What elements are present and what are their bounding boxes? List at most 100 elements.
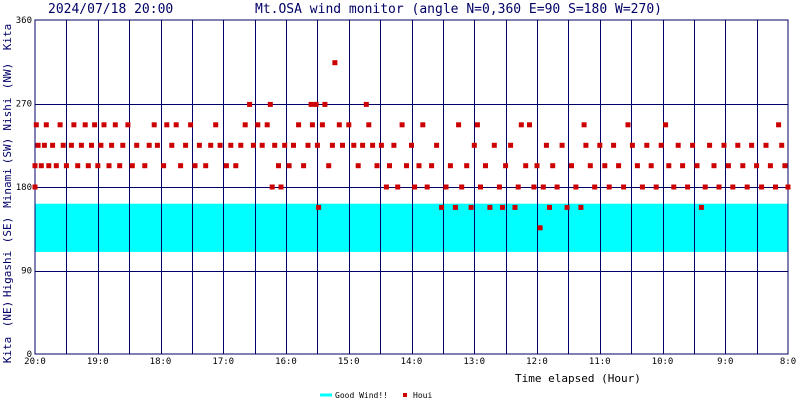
houi-point <box>785 184 791 190</box>
houi-point <box>409 142 414 148</box>
houi-point <box>439 204 445 210</box>
houi-point <box>754 163 760 169</box>
houi-point <box>151 122 157 128</box>
houi-point <box>658 142 664 148</box>
houi-point <box>478 184 483 190</box>
houi-point <box>250 142 256 148</box>
houi-point <box>773 184 778 190</box>
houi-point <box>491 142 497 148</box>
houi-point <box>515 184 521 190</box>
houi-point <box>634 163 640 169</box>
houi-point <box>60 142 66 148</box>
houi-point <box>276 163 281 169</box>
houi-point <box>286 163 292 169</box>
houi-point <box>716 184 722 190</box>
houi-point <box>196 142 202 148</box>
houi-point <box>120 142 126 148</box>
houi-point <box>329 142 335 148</box>
houi-point <box>351 142 357 148</box>
x-tick-label: 17:0 <box>212 357 234 367</box>
y-tick-label: 180 <box>16 183 32 193</box>
houi-point <box>173 122 179 128</box>
houi-point <box>540 184 546 190</box>
houi-point <box>78 142 84 148</box>
houi-point <box>547 204 552 210</box>
houi-point <box>82 122 88 128</box>
houi-point <box>68 142 74 148</box>
houi-point <box>702 184 708 190</box>
chart-title: Mt.OSA wind monitor (angle N=0,360 E=90 … <box>255 2 662 17</box>
houi-point <box>735 142 741 148</box>
houi-point <box>559 142 565 148</box>
houi-point <box>429 163 435 169</box>
houi-point <box>363 101 369 107</box>
houi-point <box>578 204 584 210</box>
houi-point <box>33 122 39 128</box>
houi-point <box>188 122 194 128</box>
houi-point <box>192 163 198 169</box>
legend-good-wind-label: Good Wind!! <box>335 391 388 400</box>
houi-point <box>763 142 769 148</box>
houi-point <box>322 101 328 107</box>
houi-point <box>653 184 659 190</box>
houi-point <box>291 142 296 148</box>
houi-point <box>749 142 755 148</box>
houi-point <box>238 142 244 148</box>
houi-point <box>46 163 52 169</box>
houi-point <box>573 184 579 190</box>
houi-point <box>395 184 401 190</box>
houi-point <box>644 142 650 148</box>
houi-point <box>308 101 314 107</box>
houi-point <box>272 142 278 148</box>
houi-point <box>725 163 731 169</box>
houi-point <box>534 163 540 169</box>
x-tick-label: 14:0 <box>401 357 423 367</box>
houi-point <box>223 163 229 169</box>
houi-point <box>587 163 593 169</box>
houi-point <box>106 163 112 169</box>
houi-point <box>164 122 170 128</box>
houi-point <box>416 163 422 169</box>
x-tick-label: 12:0 <box>526 357 548 367</box>
houi-point <box>242 122 248 128</box>
houi-point <box>112 122 118 128</box>
houi-point <box>782 163 788 169</box>
houi-point <box>611 142 617 148</box>
side-label-ne: (NE) <box>1 301 14 328</box>
houi-point <box>434 142 440 148</box>
legend: Good Wind!! Houi <box>320 391 432 400</box>
houi-point <box>779 142 785 148</box>
houi-point <box>554 184 560 190</box>
houi-point <box>332 60 338 66</box>
houi-point <box>602 163 608 169</box>
houi-point <box>537 225 543 231</box>
houi-point <box>89 142 94 148</box>
houi-point <box>63 163 69 169</box>
houi-point <box>412 184 418 190</box>
houi-point <box>32 184 38 190</box>
houi-point <box>639 184 645 190</box>
side-label-nw: (NW) <box>1 63 14 90</box>
houi-point <box>383 184 389 190</box>
houi-point <box>740 163 746 169</box>
y-tick-label: 270 <box>16 100 32 110</box>
houi-point <box>203 163 209 169</box>
houi-point <box>508 142 514 148</box>
houi-point <box>319 122 325 128</box>
houi-point <box>228 142 234 148</box>
good-wind-band <box>35 203 788 252</box>
side-label-minami: Minami <box>1 168 14 208</box>
houi-point <box>146 142 152 148</box>
houi-point <box>208 142 214 148</box>
houi-point <box>259 142 265 148</box>
houi-point <box>267 101 273 107</box>
houi-point <box>531 184 537 190</box>
houi-point <box>169 142 175 148</box>
houi-point <box>233 163 239 169</box>
houi-point <box>666 163 672 169</box>
houi-point <box>391 142 397 148</box>
houi-points-layer <box>32 60 791 231</box>
houi-point <box>43 122 49 128</box>
y-tick-labels: 0 90 180 270 360 <box>16 16 32 360</box>
houi-point <box>360 142 366 148</box>
